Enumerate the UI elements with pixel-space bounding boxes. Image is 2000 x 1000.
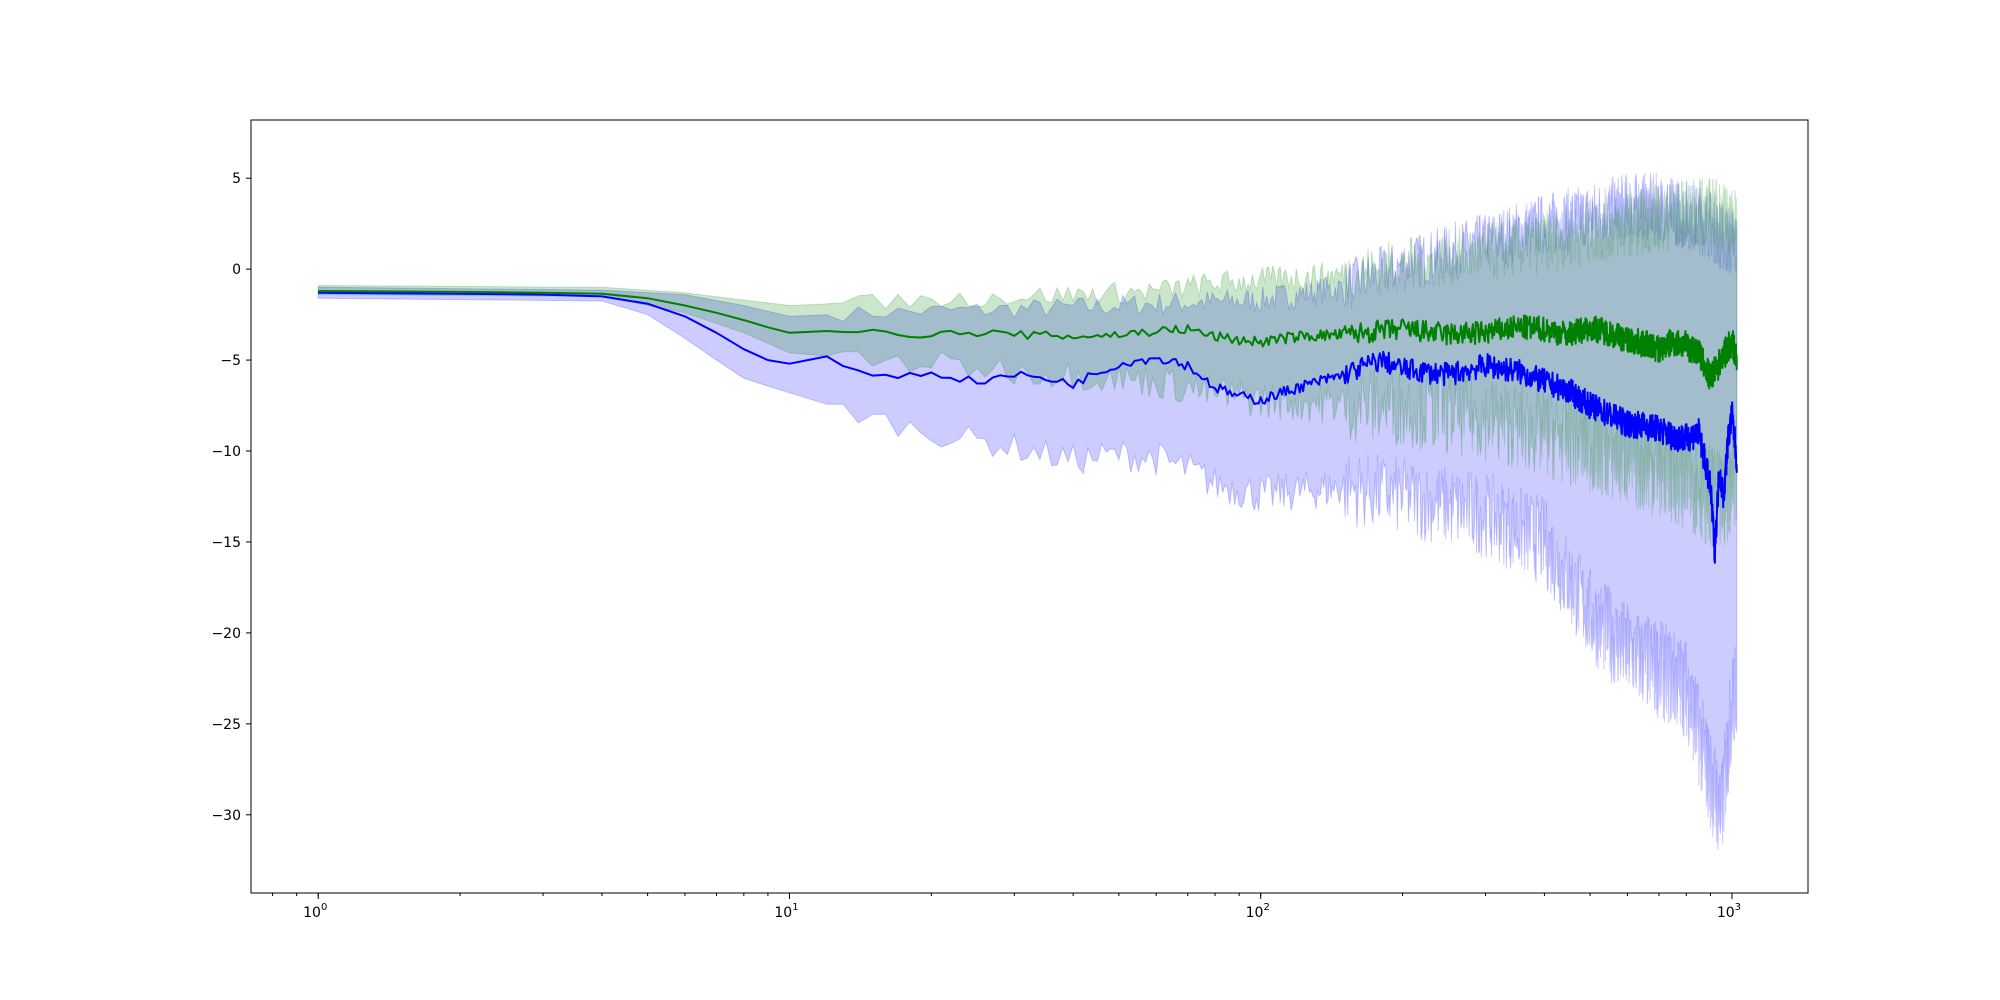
y-axis: 5 0 −5 −10 −15 −20 −25 −30 <box>211 171 251 824</box>
plot-frame <box>250 119 1809 894</box>
y-tick-label: −5 <box>220 353 241 369</box>
y-tick-label: −30 <box>211 808 241 824</box>
y-tick-label: −20 <box>211 626 241 642</box>
y-tick-label: 5 <box>232 171 241 187</box>
series-1-band <box>317 178 1738 546</box>
series-lines <box>318 290 1738 564</box>
y-tick-label: 0 <box>232 262 241 278</box>
y-tick-label: −25 <box>211 717 241 733</box>
series-1-line <box>318 290 1738 390</box>
series-0-line <box>318 291 1738 564</box>
x-tick-exponent: 3 <box>1735 902 1741 913</box>
x-tick-exponent: 1 <box>792 902 798 913</box>
y-tick-label: −15 <box>211 535 241 551</box>
series-bands <box>317 172 1738 851</box>
y-tick-label: −10 <box>211 444 241 460</box>
series-0-band <box>317 172 1738 851</box>
x-tick-exponent: 0 <box>321 902 327 913</box>
x-tick-exponent: 2 <box>1263 902 1269 913</box>
